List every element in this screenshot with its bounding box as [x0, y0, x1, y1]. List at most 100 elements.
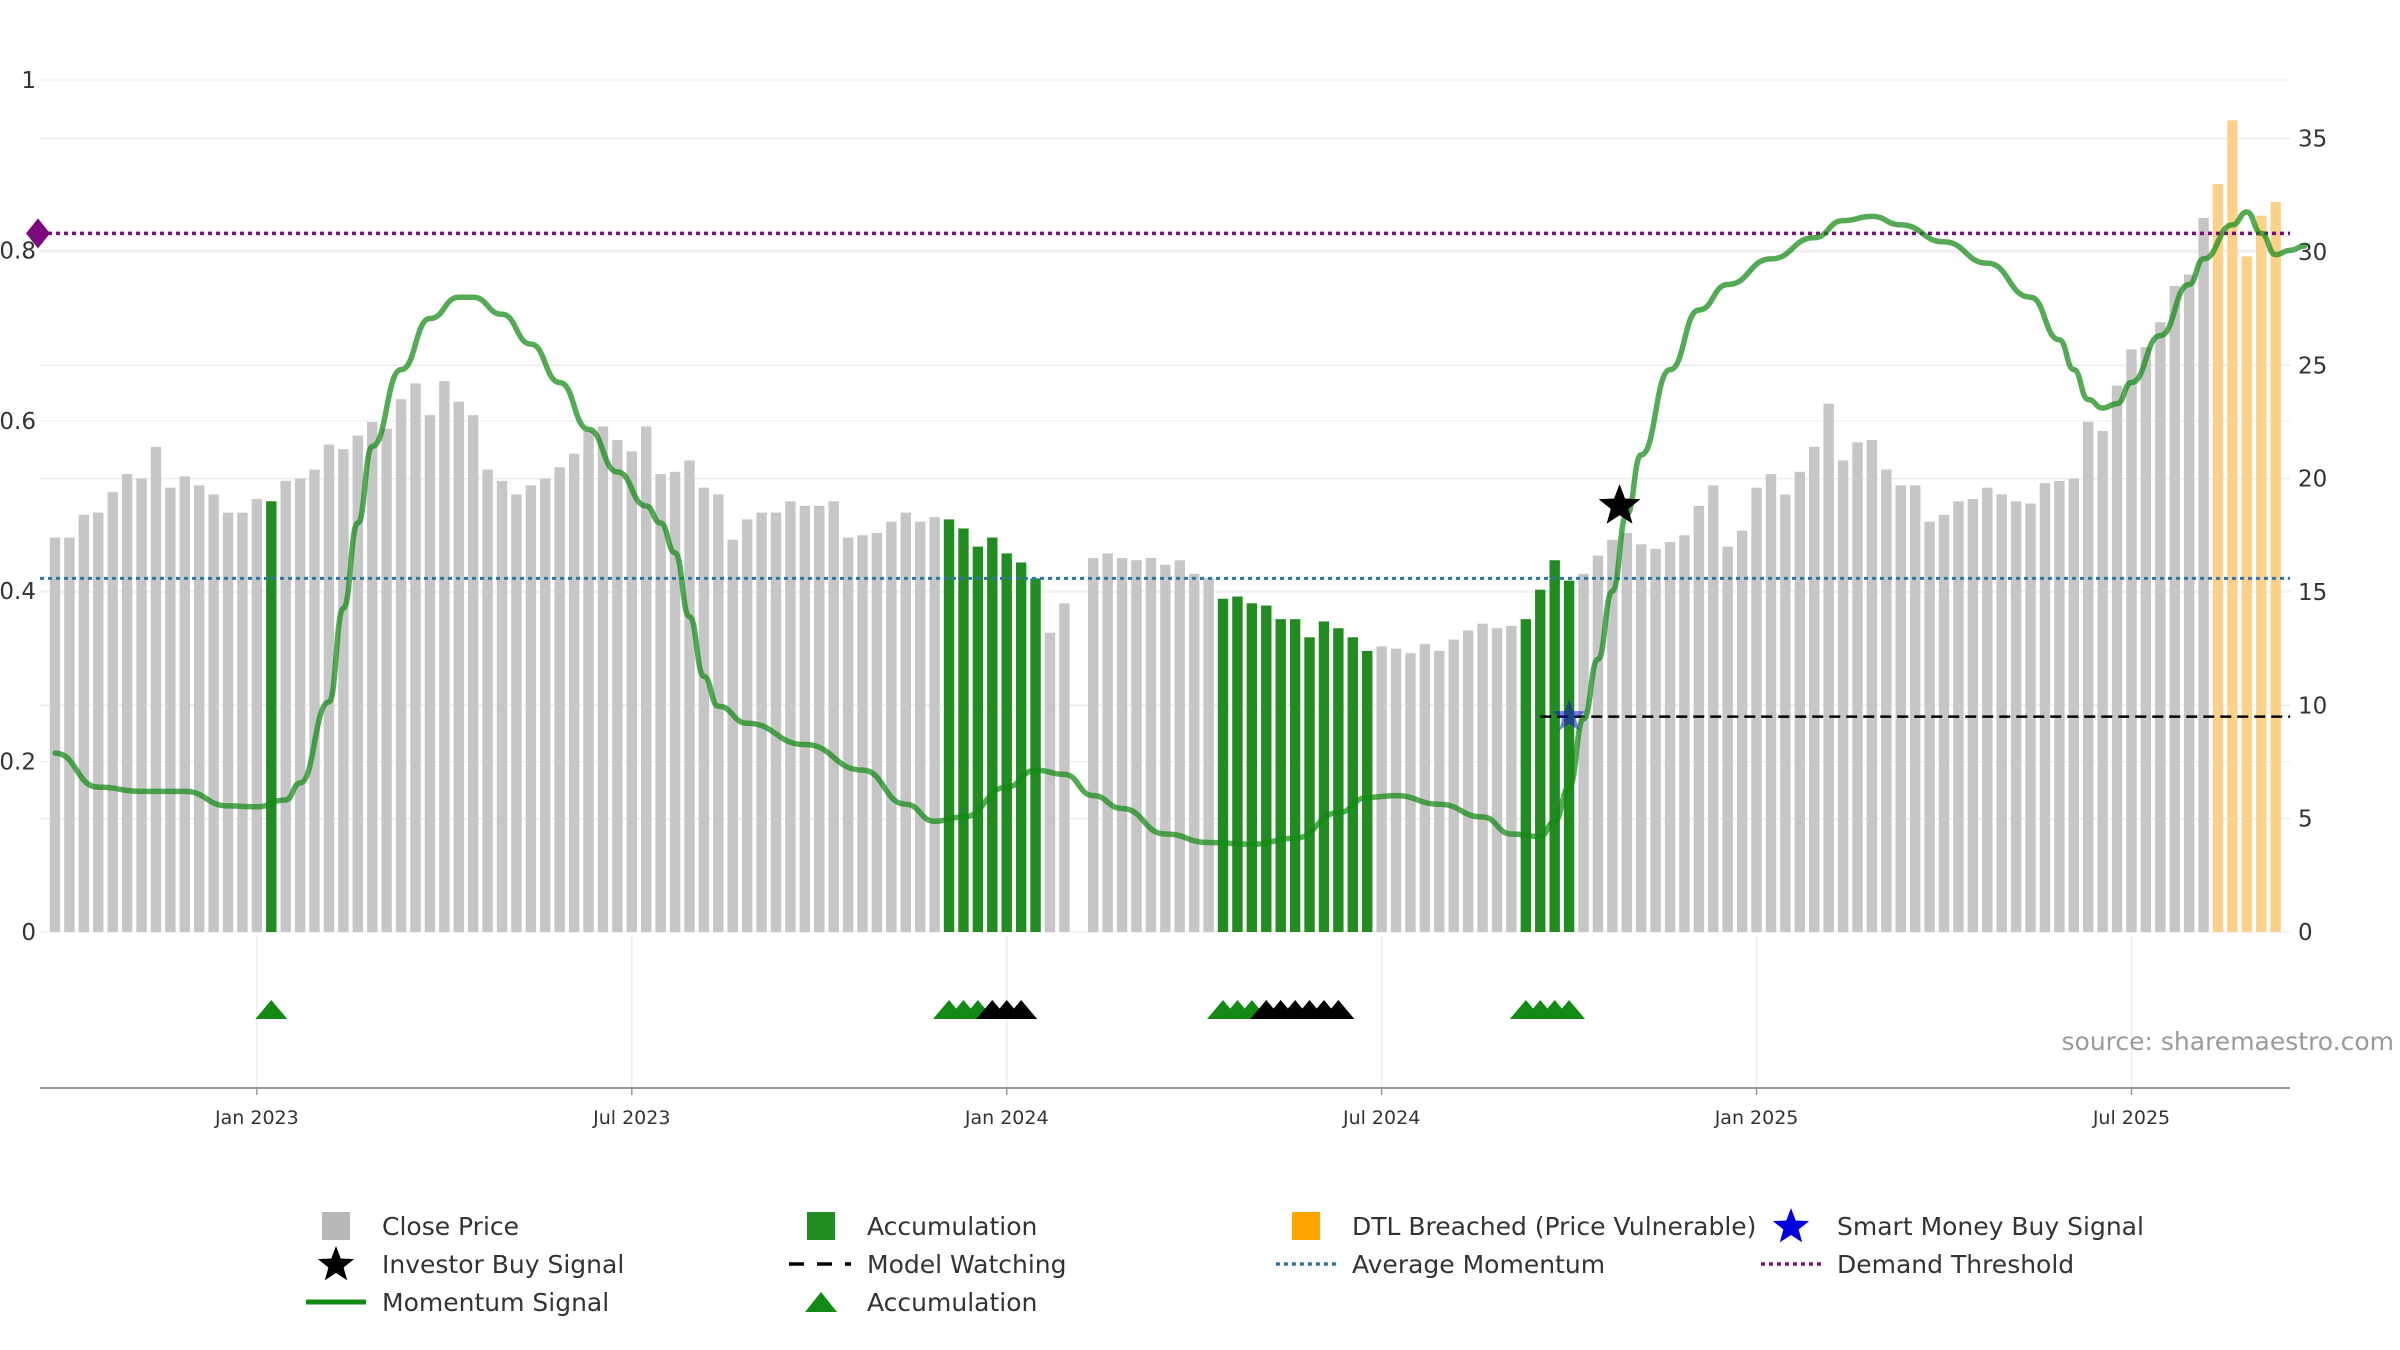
close-price-bar [2039, 483, 2051, 932]
legend-symbol-star [317, 1246, 355, 1281]
close-price-bar [568, 453, 580, 932]
close-price-bar [2010, 501, 2022, 932]
y-left-tick-label: 1 [21, 68, 36, 94]
close-price-bar [453, 401, 464, 933]
close-price-bar [727, 539, 738, 932]
close-price-bar [1852, 442, 1863, 932]
accumulation-bar [987, 537, 998, 932]
legend-item: Accumulation [785, 1284, 1037, 1320]
legend-item: Smart Money Buy Signal [1755, 1208, 2144, 1244]
legend-symbol-star [1772, 1208, 1810, 1243]
legend-item: Close Price [300, 1208, 519, 1244]
close-price-bar [1462, 630, 1474, 932]
close-price-bar [770, 512, 782, 932]
close-price-bar [1419, 644, 1431, 932]
close-price-bar [467, 415, 479, 932]
investor-buy-signal-star [1598, 484, 1641, 524]
close-price-bar [886, 521, 897, 932]
close-price-bar [1679, 535, 1690, 932]
close-price-bar [2054, 480, 2065, 932]
y-right-tick-label: 25 [2298, 353, 2327, 379]
close-price-bar [381, 428, 392, 932]
y-right-tick-label: 5 [2298, 807, 2313, 833]
close-price-bar [1131, 560, 1142, 932]
close-price-bar [439, 381, 450, 932]
close-price-bar [1059, 603, 1070, 932]
close-price-bar [814, 505, 825, 932]
accumulation-bar [1535, 589, 1546, 932]
legend-label: Smart Money Buy Signal [1837, 1211, 2144, 1241]
legend-symbol-square [807, 1212, 835, 1240]
close-price-bar [1607, 539, 1618, 932]
close-price-bar [1203, 578, 1214, 932]
x-tick-label: Jul 2023 [592, 1107, 670, 1129]
close-price-bar [208, 494, 219, 932]
close-price-bar [2183, 274, 2195, 932]
legend-item: Momentum Signal [300, 1284, 609, 1320]
close-price-bar [1116, 557, 1128, 932]
accumulation-bar [1362, 650, 1373, 932]
close-price-bar [251, 499, 263, 932]
close-price-bar [2198, 217, 2209, 932]
close-price-bar [1477, 623, 1488, 932]
legend-symbol-dotted [1276, 1262, 1336, 1266]
x-tick-label: Jan 2024 [964, 1107, 1049, 1129]
legend-item: DTL Breached (Price Vulnerable) [1270, 1208, 1756, 1244]
close-price-bar [1188, 573, 1200, 932]
close-price-bar [669, 471, 681, 932]
legend-label: Accumulation [867, 1287, 1038, 1317]
close-price-bar [1405, 653, 1416, 932]
accumulation-bar [1549, 560, 1560, 932]
legend-label: Close Price [382, 1211, 520, 1241]
close-price-bar [1736, 530, 1748, 932]
close-price-bar [395, 399, 407, 932]
close-price-bar [107, 492, 118, 932]
close-price-bar [1102, 553, 1113, 932]
accumulation-bar [1246, 603, 1258, 932]
close-price-bar [367, 421, 378, 932]
close-price-bar [280, 480, 291, 932]
accumulation-bar [1232, 596, 1243, 932]
close-price-bar [424, 415, 436, 932]
price-bars [49, 120, 2281, 933]
close-price-bar [64, 537, 75, 932]
close-price-bar [78, 514, 90, 932]
momentum-signal-line [52, 209, 2308, 847]
accumulation-bar [1275, 619, 1286, 932]
close-price-bar [352, 435, 364, 932]
legend-label: Momentum Signal [382, 1287, 610, 1317]
close-price-bar [323, 444, 335, 932]
close-price-bar [1765, 474, 1777, 932]
accumulation-bar [1347, 637, 1358, 932]
close-price-bar [655, 474, 666, 932]
close-price-bar [2111, 385, 2123, 932]
close-price-bar [1621, 533, 1632, 932]
legend-symbol-square [322, 1212, 350, 1240]
close-price-bar [626, 451, 637, 932]
close-price-bar [828, 501, 839, 932]
close-price-bar [1708, 485, 1719, 932]
close-price-bar [1938, 514, 1950, 932]
close-price-bar [1390, 648, 1402, 932]
close-price-bar [309, 469, 320, 932]
x-tick-label: Jan 2025 [1714, 1107, 1799, 1129]
close-price-bar [929, 517, 940, 932]
accumulation-bar [1289, 619, 1301, 932]
accumulation-bar [1318, 621, 1330, 932]
close-price-bar [1448, 639, 1459, 932]
close-price-bar [2155, 322, 2166, 932]
accumulation-bar [1217, 598, 1229, 932]
legend-item: Accumulation [785, 1208, 1037, 1244]
close-price-bar [237, 512, 248, 932]
y-left-tick-label: 0.4 [0, 579, 36, 605]
accumulation-bar [266, 501, 277, 932]
close-price-bar [1592, 555, 1604, 932]
demand-threshold-marker [26, 218, 50, 249]
close-price-bar [871, 533, 883, 932]
close-price-bar [49, 537, 61, 932]
y-left-tick-label: 0.2 [0, 750, 36, 776]
close-price-bar [136, 478, 147, 932]
close-price-bar [150, 446, 162, 932]
source-note: source: sharemaestro.com [2062, 1027, 2395, 1056]
